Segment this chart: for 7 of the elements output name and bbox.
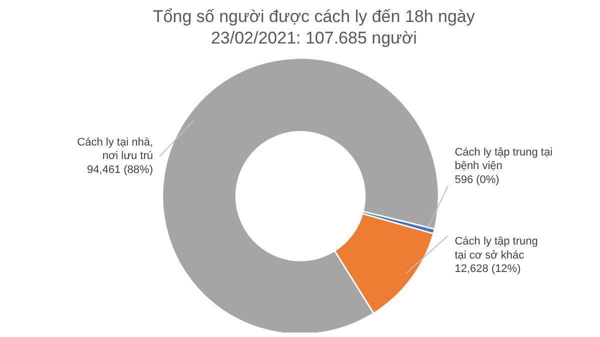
data-label: 596 (0%)	[454, 174, 500, 186]
chart-title: Tổng số người được cách ly đến 18h ngày 23/02/2021: 107.685 người	[152, 6, 476, 48]
slice-label: Cách ly tập trung tại bệnh viện	[454, 146, 553, 172]
slice-label: Cách ly tại nhà, nơi lưu trú	[77, 136, 154, 162]
data-label: 12,628 (12%)	[454, 263, 521, 276]
data-label: 94,461 (88%)	[86, 164, 154, 176]
slice-label: Cách ly tập trung tại cơ sở khác	[454, 236, 538, 262]
